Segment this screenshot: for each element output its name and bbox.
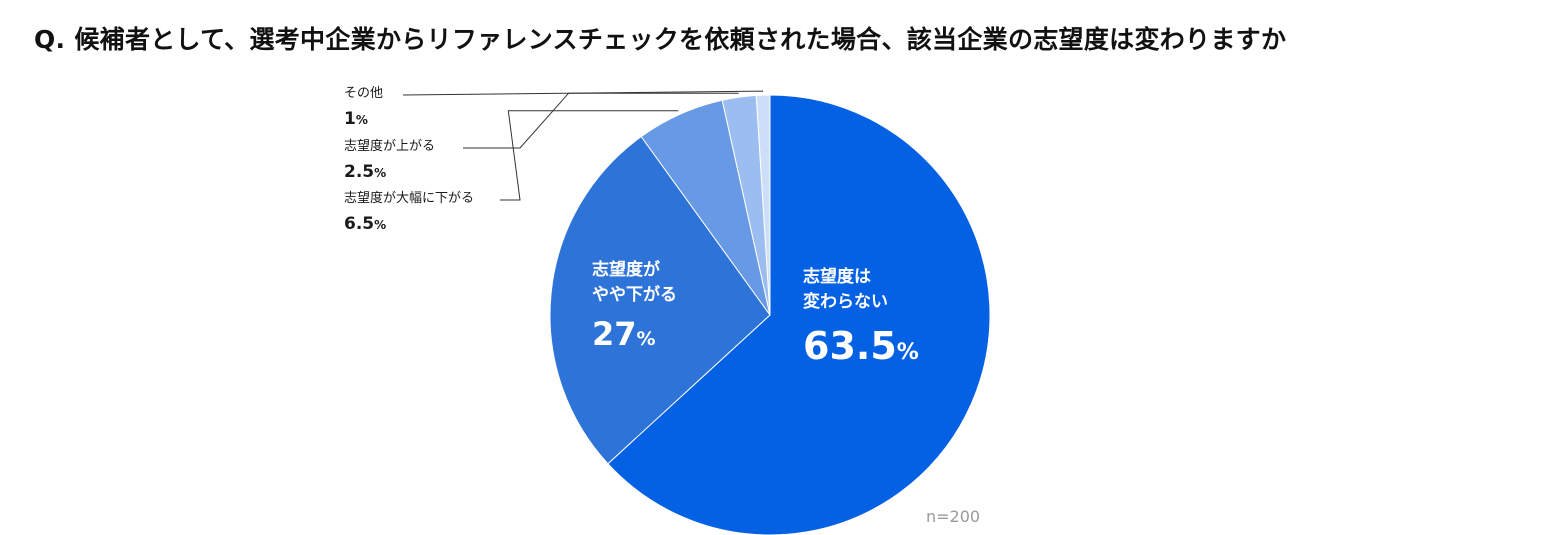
percent-sign: % — [355, 113, 368, 127]
label-other-name: その他 — [344, 86, 384, 101]
label-unchanged-line2: 変わらない — [803, 292, 888, 312]
label-greatly-down: 志望度が大幅に下がる 6.5% — [344, 191, 474, 236]
leader-line-slightly-up — [463, 92, 739, 149]
label-unchanged: 志望度は 変わらない 63.5% — [803, 265, 919, 376]
label-other-value: 1% — [344, 108, 383, 131]
slice-unchanged — [607, 94, 991, 535]
slice-somewhat-down — [549, 135, 771, 465]
label-unchanged-line1: 志望度は — [803, 267, 871, 287]
label-somewhat-down-line2: やや下がる — [592, 285, 677, 305]
percent-sign: % — [636, 328, 656, 350]
label-somewhat-down-value: 27% — [592, 314, 677, 359]
value-number: 27 — [592, 315, 637, 353]
label-slightly-up-value: 2.5% — [344, 161, 435, 184]
sample-size-note: n=200 — [926, 507, 981, 526]
label-other: その他 1% — [344, 86, 383, 131]
percent-sign: % — [896, 340, 919, 365]
label-somewhat-down-line1: 志望度が — [592, 260, 660, 280]
value-number: 1 — [344, 109, 356, 129]
leader-line-greatly-down — [500, 110, 679, 201]
label-somewhat-down: 志望度が やや下がる 27% — [592, 258, 677, 359]
percent-sign: % — [374, 218, 387, 232]
value-number: 63.5 — [803, 324, 897, 368]
label-slightly-up-name: 志望度が上がる — [344, 139, 436, 154]
label-unchanged-value: 63.5% — [803, 323, 919, 376]
value-number: 2.5 — [344, 162, 375, 182]
slice-other — [755, 94, 771, 316]
label-greatly-down-value: 6.5% — [344, 213, 474, 236]
label-slightly-up: 志望度が上がる 2.5% — [344, 139, 435, 184]
label-greatly-down-name: 志望度が大幅に下がる — [344, 191, 475, 206]
chart-title: Q. 候補者として、選考中企業からリファレンスチェックを依頼された場合、該当企業… — [34, 25, 1287, 54]
value-number: 6.5 — [344, 214, 375, 234]
percent-sign: % — [374, 166, 387, 180]
